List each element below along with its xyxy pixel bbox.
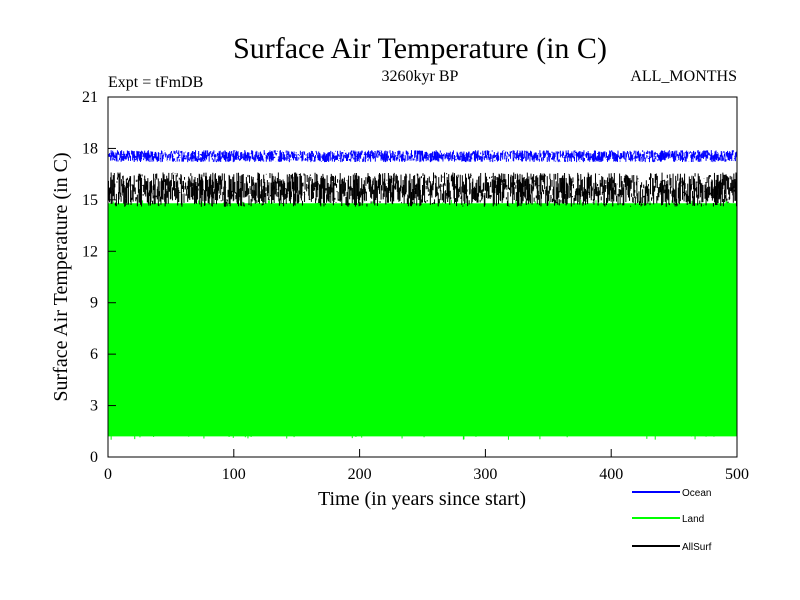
y-tick-label: 6 [90,346,98,363]
axis-ticks: 0 100 200 300 400 500 0 3 6 9 12 15 18 21 [82,89,749,483]
y-tick-label: 15 [82,192,98,209]
x-tick-label: 200 [348,466,372,483]
series-layer [107,150,738,440]
y-tick-label: 18 [82,140,98,157]
legend-label-allsurf: AllSurf [682,542,712,553]
y-tick-label: 0 [90,449,98,466]
y-axis-label: Surface Air Temperature (in C) [50,152,72,401]
x-axis-label: Time (in years since start) [318,488,526,510]
y-tick-label: 12 [82,243,98,260]
legend-label-ocean: Ocean [682,488,711,499]
y-tick-label: 9 [90,295,98,312]
allsurf-series-line [107,172,738,207]
x-tick-label: 0 [104,466,112,483]
y-tick-label: 3 [90,398,98,415]
x-tick-label: 400 [599,466,623,483]
months-label: ALL_MONTHS [630,68,737,85]
plot-frame [107,96,738,458]
legend-label-land: Land [682,514,704,525]
legend: Ocean Land AllSurf [632,488,712,553]
chart-subtitle: 3260kyr BP [382,68,459,85]
experiment-label: Expt = tFmDB [108,74,203,91]
x-tick-label: 100 [222,466,246,483]
land-series-line [107,199,738,440]
x-tick-label: 500 [725,466,749,483]
y-tick-label: 21 [82,89,98,106]
ocean-series-line [107,150,738,163]
x-tick-label: 300 [473,466,497,483]
chart-title: Surface Air Temperature (in C) [233,32,607,65]
